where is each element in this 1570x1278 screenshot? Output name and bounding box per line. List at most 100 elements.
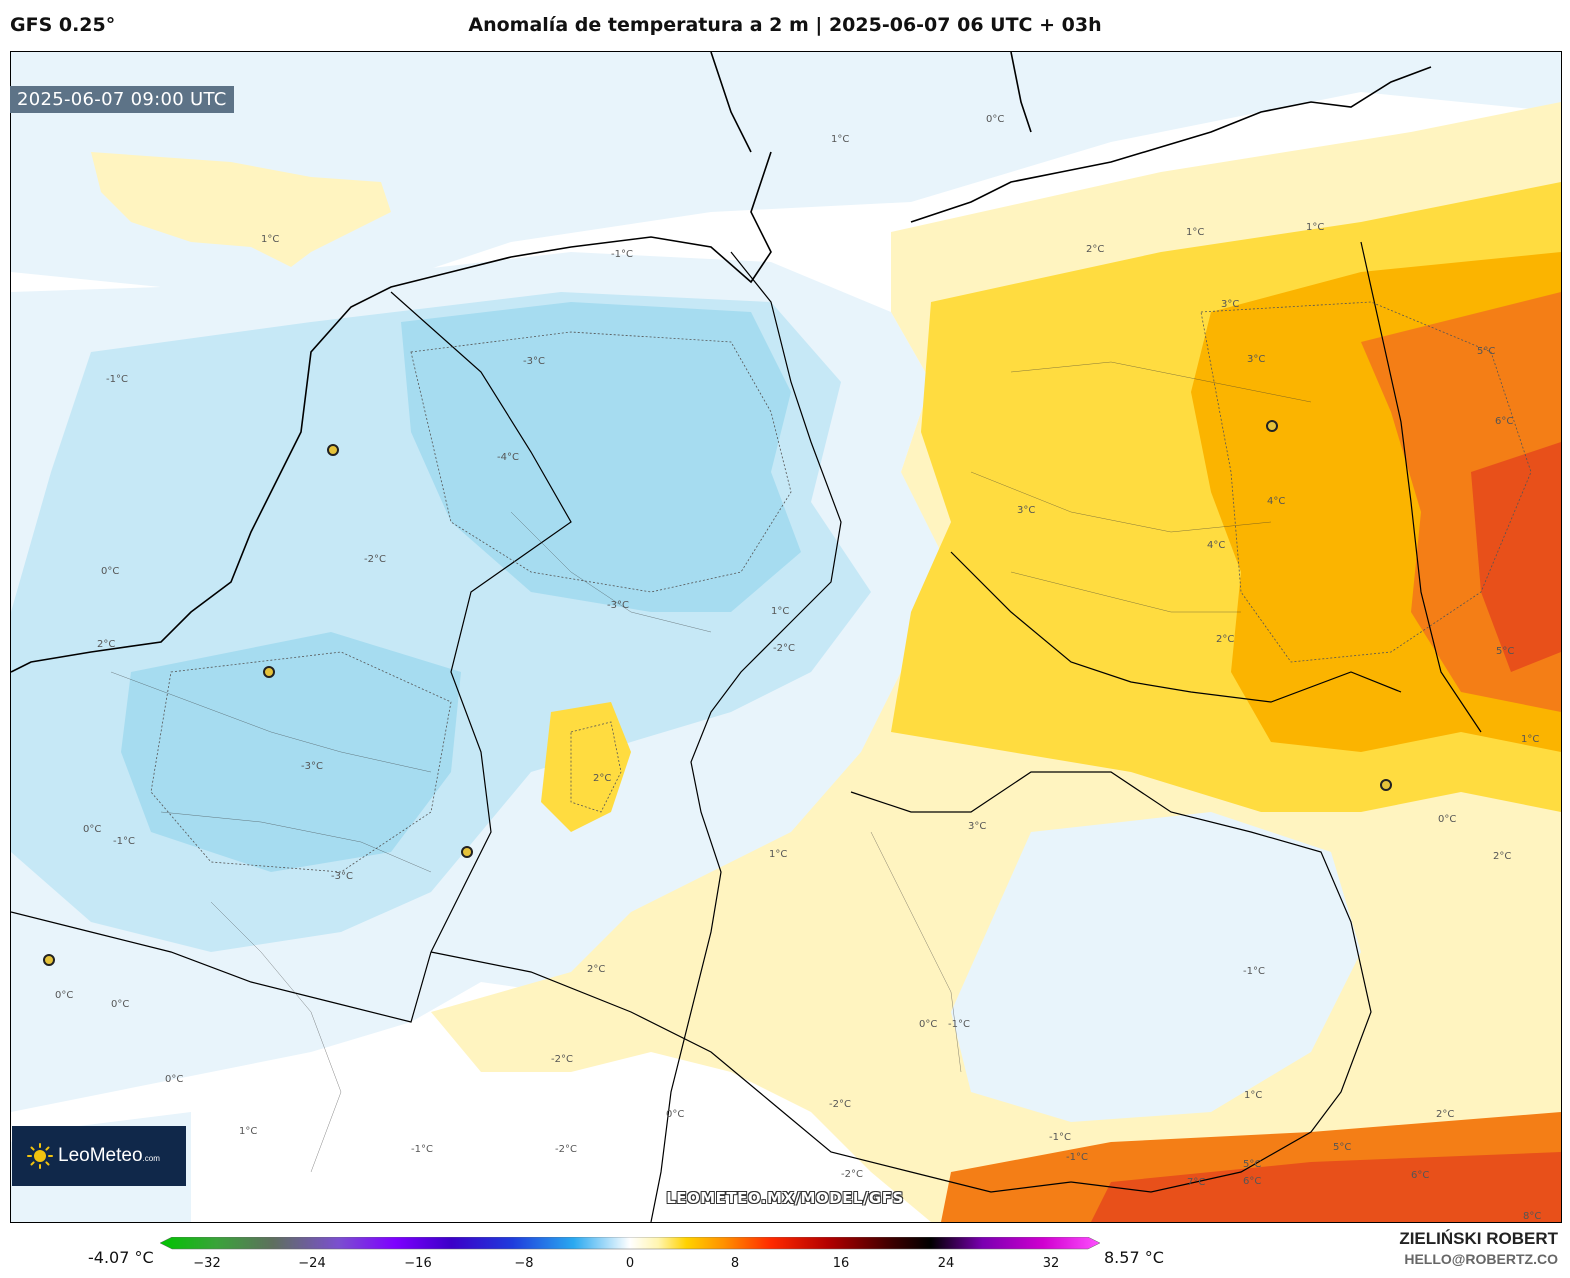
contour-label: 2°C xyxy=(1436,1109,1454,1120)
contour-label: 4°C xyxy=(1207,540,1225,551)
contour-label: 2°C xyxy=(97,639,115,650)
city-marker xyxy=(327,444,339,456)
colorbar-tick-label: −16 xyxy=(404,1256,431,1271)
contour-label: -3°C xyxy=(301,761,323,772)
city-marker xyxy=(43,954,55,966)
contour-label: 0°C xyxy=(55,990,73,1001)
author-credit: ZIELIŃSKI ROBERT HELLO@ROBERTZ.CO xyxy=(1399,1229,1558,1267)
cool-region-south-central xyxy=(951,812,1361,1122)
contour-label: 5°C xyxy=(1333,1142,1351,1153)
contour-label: 5°C xyxy=(1496,646,1514,657)
model-label: GFS 0.25° xyxy=(10,14,116,36)
contour-label: 3°C xyxy=(1017,505,1035,516)
warm-patch-center xyxy=(541,702,631,832)
source-watermark: LEOMETEO.MX/MODEL/GFS xyxy=(666,1189,904,1207)
sun-icon xyxy=(27,1143,53,1169)
contour-label: 1°C xyxy=(831,134,849,145)
colorbar-ticks: −32 −24 −16 −8 0 8 16 24 32 xyxy=(193,1256,1059,1271)
hot-core-south xyxy=(1091,1152,1561,1222)
contour-label: 3°C xyxy=(968,821,986,832)
anomaly-map[interactable]: 1°C 0°C 1°C -1°C 1°C 2°C 1°C 3°C -3°C -1… xyxy=(10,51,1562,1223)
contour-label: 1°C xyxy=(1186,227,1204,238)
colorbar-tick-label: 8 xyxy=(731,1256,739,1271)
contour-label: 4°C xyxy=(1267,496,1285,507)
colorbar-tick-label: −24 xyxy=(298,1256,325,1271)
contour-label: -1°C xyxy=(611,249,633,260)
contour-label: -2°C xyxy=(551,1054,573,1065)
contour-label: 1°C xyxy=(1244,1090,1262,1101)
contour-label: -2°C xyxy=(841,1169,863,1180)
contour-lines xyxy=(150,301,1532,873)
contour-label: 1°C xyxy=(1521,734,1539,745)
contour-label: 0°C xyxy=(165,1074,183,1085)
contour-label: 2°C xyxy=(593,773,611,784)
contour-label: 1°C xyxy=(769,849,787,860)
contour-label: -3°C xyxy=(331,871,353,882)
cold-region-north-sea xyxy=(11,52,1561,292)
map-canvas: 1°C 0°C 1°C -1°C 1°C 2°C 1°C 3°C -3°C -1… xyxy=(11,52,1561,1222)
colorbar-gradient xyxy=(160,1237,1100,1250)
contour-label: -1°C xyxy=(106,374,128,385)
colorbar-tick-label: −8 xyxy=(514,1256,533,1271)
contour-label: 2°C xyxy=(587,964,605,975)
colorbar-min-value: -4.07 °C xyxy=(88,1248,154,1267)
contour-label: 2°C xyxy=(1086,244,1104,255)
colorbar-tick-label: −32 xyxy=(193,1256,220,1271)
contour-label: 0°C xyxy=(1438,814,1456,825)
author-email[interactable]: HELLO@ROBERTZ.CO xyxy=(1404,1251,1558,1267)
logo-wordmark: LeoMeteo.com xyxy=(58,1145,160,1166)
colorbar-tick-label: 32 xyxy=(1043,1256,1060,1271)
contour-label: 1°C xyxy=(1306,222,1324,233)
cold-core-south xyxy=(121,632,461,872)
contour-label: 5°C xyxy=(1243,1159,1261,1170)
contour-label: -1°C xyxy=(113,836,135,847)
hot-core-east xyxy=(1471,442,1561,672)
city-marker xyxy=(263,666,275,678)
contour-label: 8°C xyxy=(1523,1211,1541,1222)
country-borders xyxy=(11,241,1482,1222)
city-marker xyxy=(1380,779,1392,791)
contour-label: 2°C xyxy=(1493,851,1511,862)
city-marker xyxy=(461,846,473,858)
contour-label: -1°C xyxy=(948,1019,970,1030)
contour-label: -3°C xyxy=(607,600,629,611)
contour-label: -2°C xyxy=(773,643,795,654)
contour-label: 6°C xyxy=(1243,1176,1261,1187)
contour-label: 0°C xyxy=(111,999,129,1010)
contour-label: 1°C xyxy=(261,234,279,245)
contour-label: 0°C xyxy=(666,1109,684,1120)
contour-label: -1°C xyxy=(1243,966,1265,977)
contour-label: 3°C xyxy=(1221,299,1239,310)
contour-label: -1°C xyxy=(411,1144,433,1155)
city-markers xyxy=(43,420,1392,966)
contour-label: -2°C xyxy=(555,1144,577,1155)
colorbar-tick-label: 16 xyxy=(833,1256,850,1271)
contour-label: -4°C xyxy=(497,452,519,463)
map-title: Anomalía de temperatura a 2 m | 2025-06-… xyxy=(468,14,1102,36)
contour-label: -2°C xyxy=(829,1099,851,1110)
contour-label: 5°C xyxy=(1477,346,1495,357)
colorbar: −32 −24 −16 −8 0 8 16 24 32 xyxy=(160,1237,1100,1271)
contour-label: 1°C xyxy=(239,1126,257,1137)
contour-label: -1°C xyxy=(1066,1152,1088,1163)
valid-time-badge: 2025-06-07 09:00 UTC xyxy=(10,86,234,113)
contour-label: 2°C xyxy=(1216,634,1234,645)
colorbar-max-value: 8.57 °C xyxy=(1104,1248,1164,1267)
contour-label: 0°C xyxy=(986,114,1004,125)
contour-label: -2°C xyxy=(364,554,386,565)
leometeo-logo[interactable]: LeoMeteo.com xyxy=(12,1126,186,1186)
contour-label: -1°C xyxy=(1049,1132,1071,1143)
contour-label: 3°C xyxy=(1247,354,1265,365)
contour-label: 0°C xyxy=(919,1019,937,1030)
contour-labels: 1°C 0°C 1°C -1°C 1°C 2°C 1°C 3°C -3°C -1… xyxy=(55,114,1541,1222)
contour-label: 0°C xyxy=(83,824,101,835)
author-name: ZIELIŃSKI ROBERT xyxy=(1399,1229,1558,1248)
region-borders xyxy=(110,361,1312,1173)
colorbar-tick-label: 0 xyxy=(626,1256,634,1271)
contour-label: 6°C xyxy=(1495,416,1513,427)
coastlines xyxy=(11,52,1432,673)
cold-core-north xyxy=(401,302,801,612)
contour-label: 1°C xyxy=(771,606,789,617)
contour-label: 7°C xyxy=(1187,1177,1205,1188)
contour-label: 6°C xyxy=(1411,1170,1429,1181)
